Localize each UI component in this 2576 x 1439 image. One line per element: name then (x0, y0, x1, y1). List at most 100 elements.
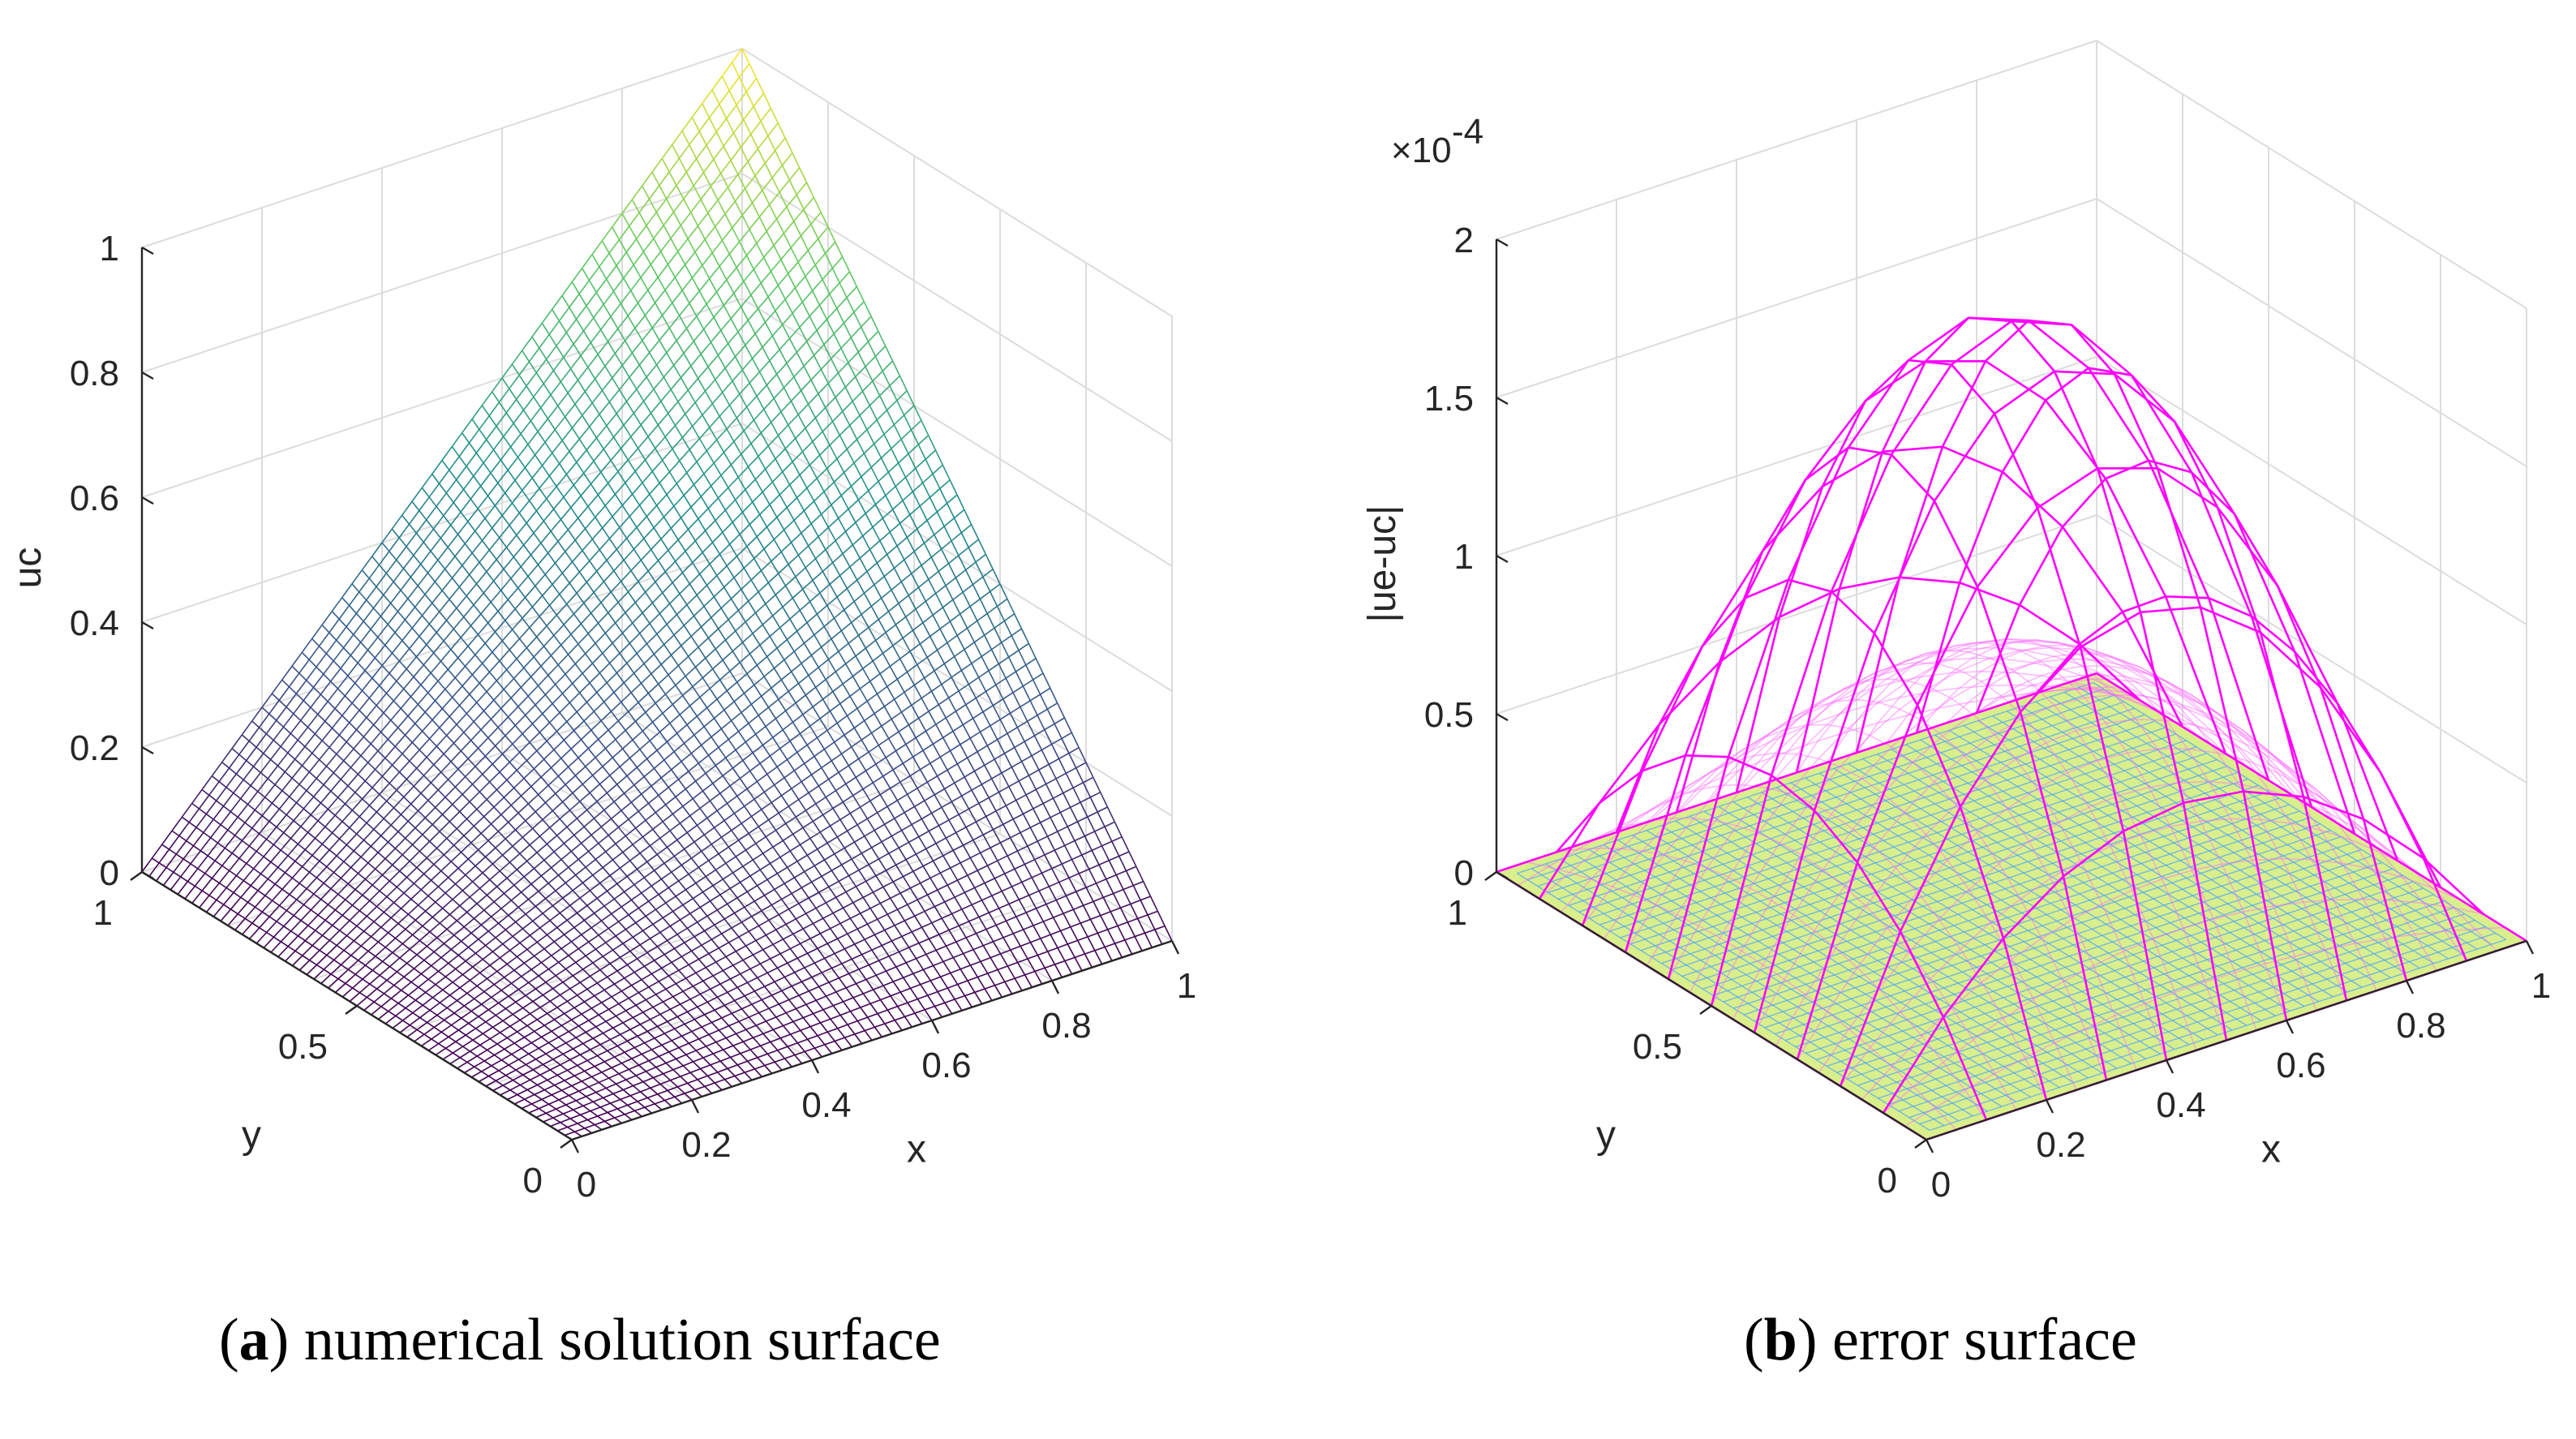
mesh-line (733, 960, 743, 965)
mesh-line (843, 402, 852, 411)
mesh-line (728, 803, 735, 813)
mesh-line (637, 767, 644, 776)
mesh-line (570, 989, 577, 995)
mesh-line (384, 818, 391, 825)
mesh-line (363, 737, 371, 744)
mesh-line (700, 901, 710, 908)
mesh-line (765, 1066, 772, 1074)
mesh-line (504, 797, 511, 805)
mesh-line (987, 606, 997, 613)
mesh-line (307, 965, 316, 975)
mesh-line (632, 900, 639, 908)
mesh-line (522, 724, 532, 733)
mesh-line (307, 791, 314, 797)
mesh-line (668, 666, 678, 675)
mesh-line (582, 775, 592, 784)
mesh-line (816, 680, 826, 688)
mesh-line (642, 886, 651, 893)
mesh-line (162, 844, 170, 849)
mesh-line (602, 914, 612, 921)
mesh-line (601, 827, 608, 835)
mesh-line (872, 848, 879, 859)
mesh-line (434, 865, 441, 871)
mesh-line (775, 719, 783, 730)
mesh-line (637, 644, 646, 654)
mesh-line (796, 1004, 806, 1008)
mesh-line (743, 642, 750, 654)
mesh-line (904, 871, 913, 876)
mesh-line (528, 696, 535, 705)
mesh-line (709, 948, 719, 954)
mesh-line (852, 536, 862, 545)
mesh-line (660, 831, 670, 838)
mesh-line (540, 836, 547, 844)
mesh-line (557, 827, 567, 836)
mesh-line (888, 463, 898, 472)
mesh-line (423, 998, 432, 1005)
mesh-line (389, 933, 396, 939)
mesh-line (356, 613, 363, 621)
mesh-line (813, 699, 822, 707)
mesh-line (539, 1109, 546, 1114)
mesh-line (601, 603, 608, 613)
mesh-line (582, 740, 589, 749)
mesh-line (683, 1062, 693, 1066)
mesh-line (686, 1055, 693, 1062)
mesh-line (780, 1034, 790, 1038)
mesh-line (829, 780, 836, 791)
mesh-line (790, 943, 800, 948)
mesh-line (562, 573, 569, 582)
mesh-line (599, 663, 609, 672)
mesh-line (636, 1072, 646, 1076)
mesh-line (407, 955, 417, 964)
mesh-line (893, 977, 903, 982)
mesh-line (494, 797, 504, 807)
mesh-line (410, 949, 417, 955)
mesh-line (874, 434, 884, 444)
mesh-line (434, 943, 444, 951)
mesh-line (836, 892, 846, 898)
mesh-line (307, 681, 314, 688)
mesh-line (908, 788, 917, 795)
mesh-line (609, 1003, 619, 1009)
mesh-line (614, 571, 621, 582)
mesh-line (962, 790, 972, 796)
mesh-line (899, 595, 908, 604)
mesh-line (1065, 957, 1075, 960)
mesh-line (363, 885, 372, 895)
mesh-line (516, 914, 526, 922)
mesh-line (526, 1064, 533, 1069)
mesh-line (659, 976, 668, 982)
mesh-line (285, 772, 292, 779)
mesh-line (855, 944, 862, 955)
mesh-line (528, 804, 535, 812)
mesh-line (731, 1057, 738, 1064)
mesh-line (490, 965, 497, 971)
mesh-line (492, 764, 500, 772)
mesh-line (452, 447, 459, 457)
mesh-line (681, 858, 691, 866)
mesh-line (865, 714, 874, 721)
mesh-line (533, 714, 543, 724)
mesh-line (910, 883, 920, 888)
mesh-line (680, 706, 689, 715)
mesh-line (649, 982, 659, 987)
mesh-line (725, 1080, 732, 1087)
mesh-line (664, 752, 674, 760)
mesh-line (560, 595, 567, 604)
mesh-line (350, 911, 359, 921)
mesh-line (1049, 883, 1058, 887)
mesh-line (596, 1021, 606, 1027)
mesh-line (702, 945, 709, 953)
mesh-line (255, 810, 262, 816)
mesh-line (638, 803, 648, 811)
mesh-line (535, 1025, 544, 1031)
mesh-line (1024, 860, 1034, 865)
mesh-line (542, 323, 549, 334)
mesh-line (611, 592, 618, 603)
mesh-line (719, 943, 728, 948)
mesh-line (419, 851, 427, 857)
mesh-line (699, 1039, 706, 1046)
mesh-line (807, 479, 817, 488)
mesh-line (509, 389, 517, 399)
